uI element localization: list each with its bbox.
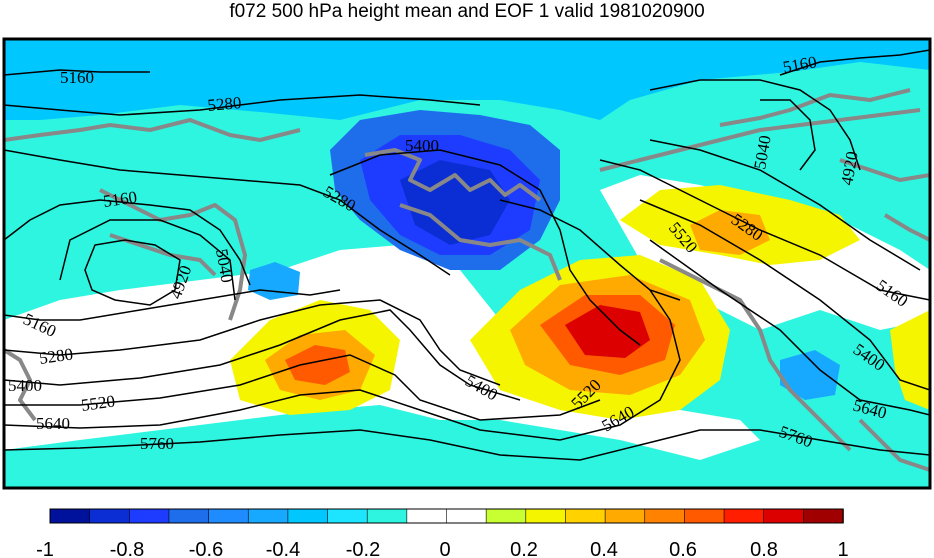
- colorbar-swatch: [366, 508, 408, 524]
- contour-5520-south: [4, 354, 601, 421]
- contour-4920-ne: [760, 99, 816, 171]
- colorbar-tick-label: 0.2: [510, 539, 538, 558]
- eof-negative-se-spot: [780, 350, 840, 400]
- coastline-north-west: [4, 118, 301, 142]
- colorbar-swatch: [406, 508, 448, 524]
- coastline-northeast: [599, 108, 921, 172]
- colorbar-swatch: [49, 508, 91, 524]
- colorbar-swatch: [168, 508, 210, 524]
- contour-label: 5760: [140, 434, 174, 453]
- contour-label: 5160: [60, 68, 94, 87]
- coastline-central: [399, 203, 562, 281]
- colorbar-swatch: [208, 508, 250, 524]
- contour-5040-west: [59, 219, 236, 301]
- colorbar-swatch: [485, 508, 527, 524]
- colorbar-swatches: [49, 508, 844, 524]
- colorbar-tick-label: -1: [36, 539, 54, 558]
- contour-5160-north: [4, 69, 150, 76]
- contour-4920-low: [84, 239, 181, 306]
- coastline-islands: [364, 148, 542, 202]
- colorbar-swatch: [327, 508, 368, 524]
- contour-5640-east: [649, 239, 930, 416]
- colorbar-swatch: [89, 508, 131, 524]
- eof-positive-main-core: [565, 305, 650, 358]
- coastline-greenland-bay: [99, 188, 247, 321]
- contour-5160-west: [4, 199, 251, 286]
- colorbar-swatch: [525, 508, 567, 524]
- coastline-bay-south: [109, 233, 217, 277]
- colorbar-swatch: [446, 508, 487, 524]
- contour-label: 5280: [207, 93, 243, 115]
- coastline-west-edge: [4, 348, 37, 422]
- colorbar-tick-labels: -1 -0.8 -0.6 -0.4 -0.2 0 0.2 0.4 0.6 0.8 1: [36, 539, 848, 558]
- contour-label: 5400: [8, 376, 42, 395]
- eof-negative-band-north: [4, 39, 930, 120]
- contour-5280-north: [4, 94, 481, 116]
- contour-5400-east: [639, 199, 930, 391]
- colorbar-frame: [49, 508, 844, 524]
- colorbar-swatch: [684, 508, 725, 524]
- contour-label: 5640: [36, 414, 70, 433]
- colorbar-tick-label: -0.4: [266, 539, 300, 558]
- contour-5520-central: [499, 199, 681, 301]
- colorbar-tick-label: -0.2: [346, 539, 380, 558]
- colorbar-tick-label: -0.6: [189, 539, 223, 558]
- contour-5280-east: [599, 159, 930, 301]
- colorbar-swatch: [129, 508, 170, 524]
- colorbar-swatch: [565, 508, 606, 524]
- contour-label: 5520: [80, 391, 116, 415]
- colorbar-swatch: [287, 508, 329, 524]
- colorbar-swatch: [803, 508, 844, 524]
- height-contours: [4, 49, 930, 461]
- coastlines: [4, 88, 930, 472]
- eof-positive-ne-inner: [690, 210, 770, 255]
- contour-label: 5400: [405, 136, 439, 155]
- coastline-arctic: [719, 88, 911, 127]
- contour-5400-south: [4, 309, 521, 401]
- eof-positive-east-edge: [890, 310, 930, 410]
- contour-5160-east: [649, 139, 921, 271]
- contour-label: 5160: [102, 187, 138, 211]
- height-eof-map: 5160 5280 5400 5160 5040 4920 5160 5280 …: [2, 37, 932, 490]
- contour-label: 5280: [38, 344, 74, 368]
- colorbar-swatch: [644, 508, 686, 524]
- contour-5160-south: [4, 289, 341, 321]
- contour-5280-south: [4, 299, 501, 386]
- coastline-east-north: [839, 158, 930, 182]
- contour-5640-south: [4, 289, 681, 441]
- colorbar-swatch: [604, 508, 646, 524]
- colorbar-tick-label: -0.8: [110, 539, 144, 558]
- colorbar-tick-label: 1: [837, 539, 848, 558]
- eof-positive-west-inner: [285, 345, 350, 385]
- coastline-east-bay: [883, 213, 930, 242]
- eof-negative-core-inner: [400, 160, 510, 245]
- map-frame: [2, 37, 932, 490]
- eof-shading: [4, 39, 930, 488]
- colorbar-swatch: [247, 508, 289, 524]
- contour-5760-south: [4, 429, 930, 461]
- colorbar-tick-label: 0.8: [750, 539, 778, 558]
- contour-5400-core: [329, 149, 641, 346]
- contour-5280-mid: [4, 149, 451, 276]
- coastline-southeast: [858, 418, 930, 472]
- colorbar-tick-label: 0: [439, 539, 450, 558]
- colorbar-tick-label: 0.4: [590, 539, 618, 558]
- contour-5160-ne: [779, 49, 930, 76]
- colorbar-swatch: [723, 508, 765, 524]
- coastline-east-continent: [659, 258, 852, 452]
- colorbar-tick-label: 0.6: [669, 539, 697, 558]
- contour-5040-ne: [649, 79, 861, 171]
- map-title: f072 500 hPa height mean and EOF 1 valid…: [229, 1, 705, 22]
- colorbar-swatch: [763, 508, 805, 524]
